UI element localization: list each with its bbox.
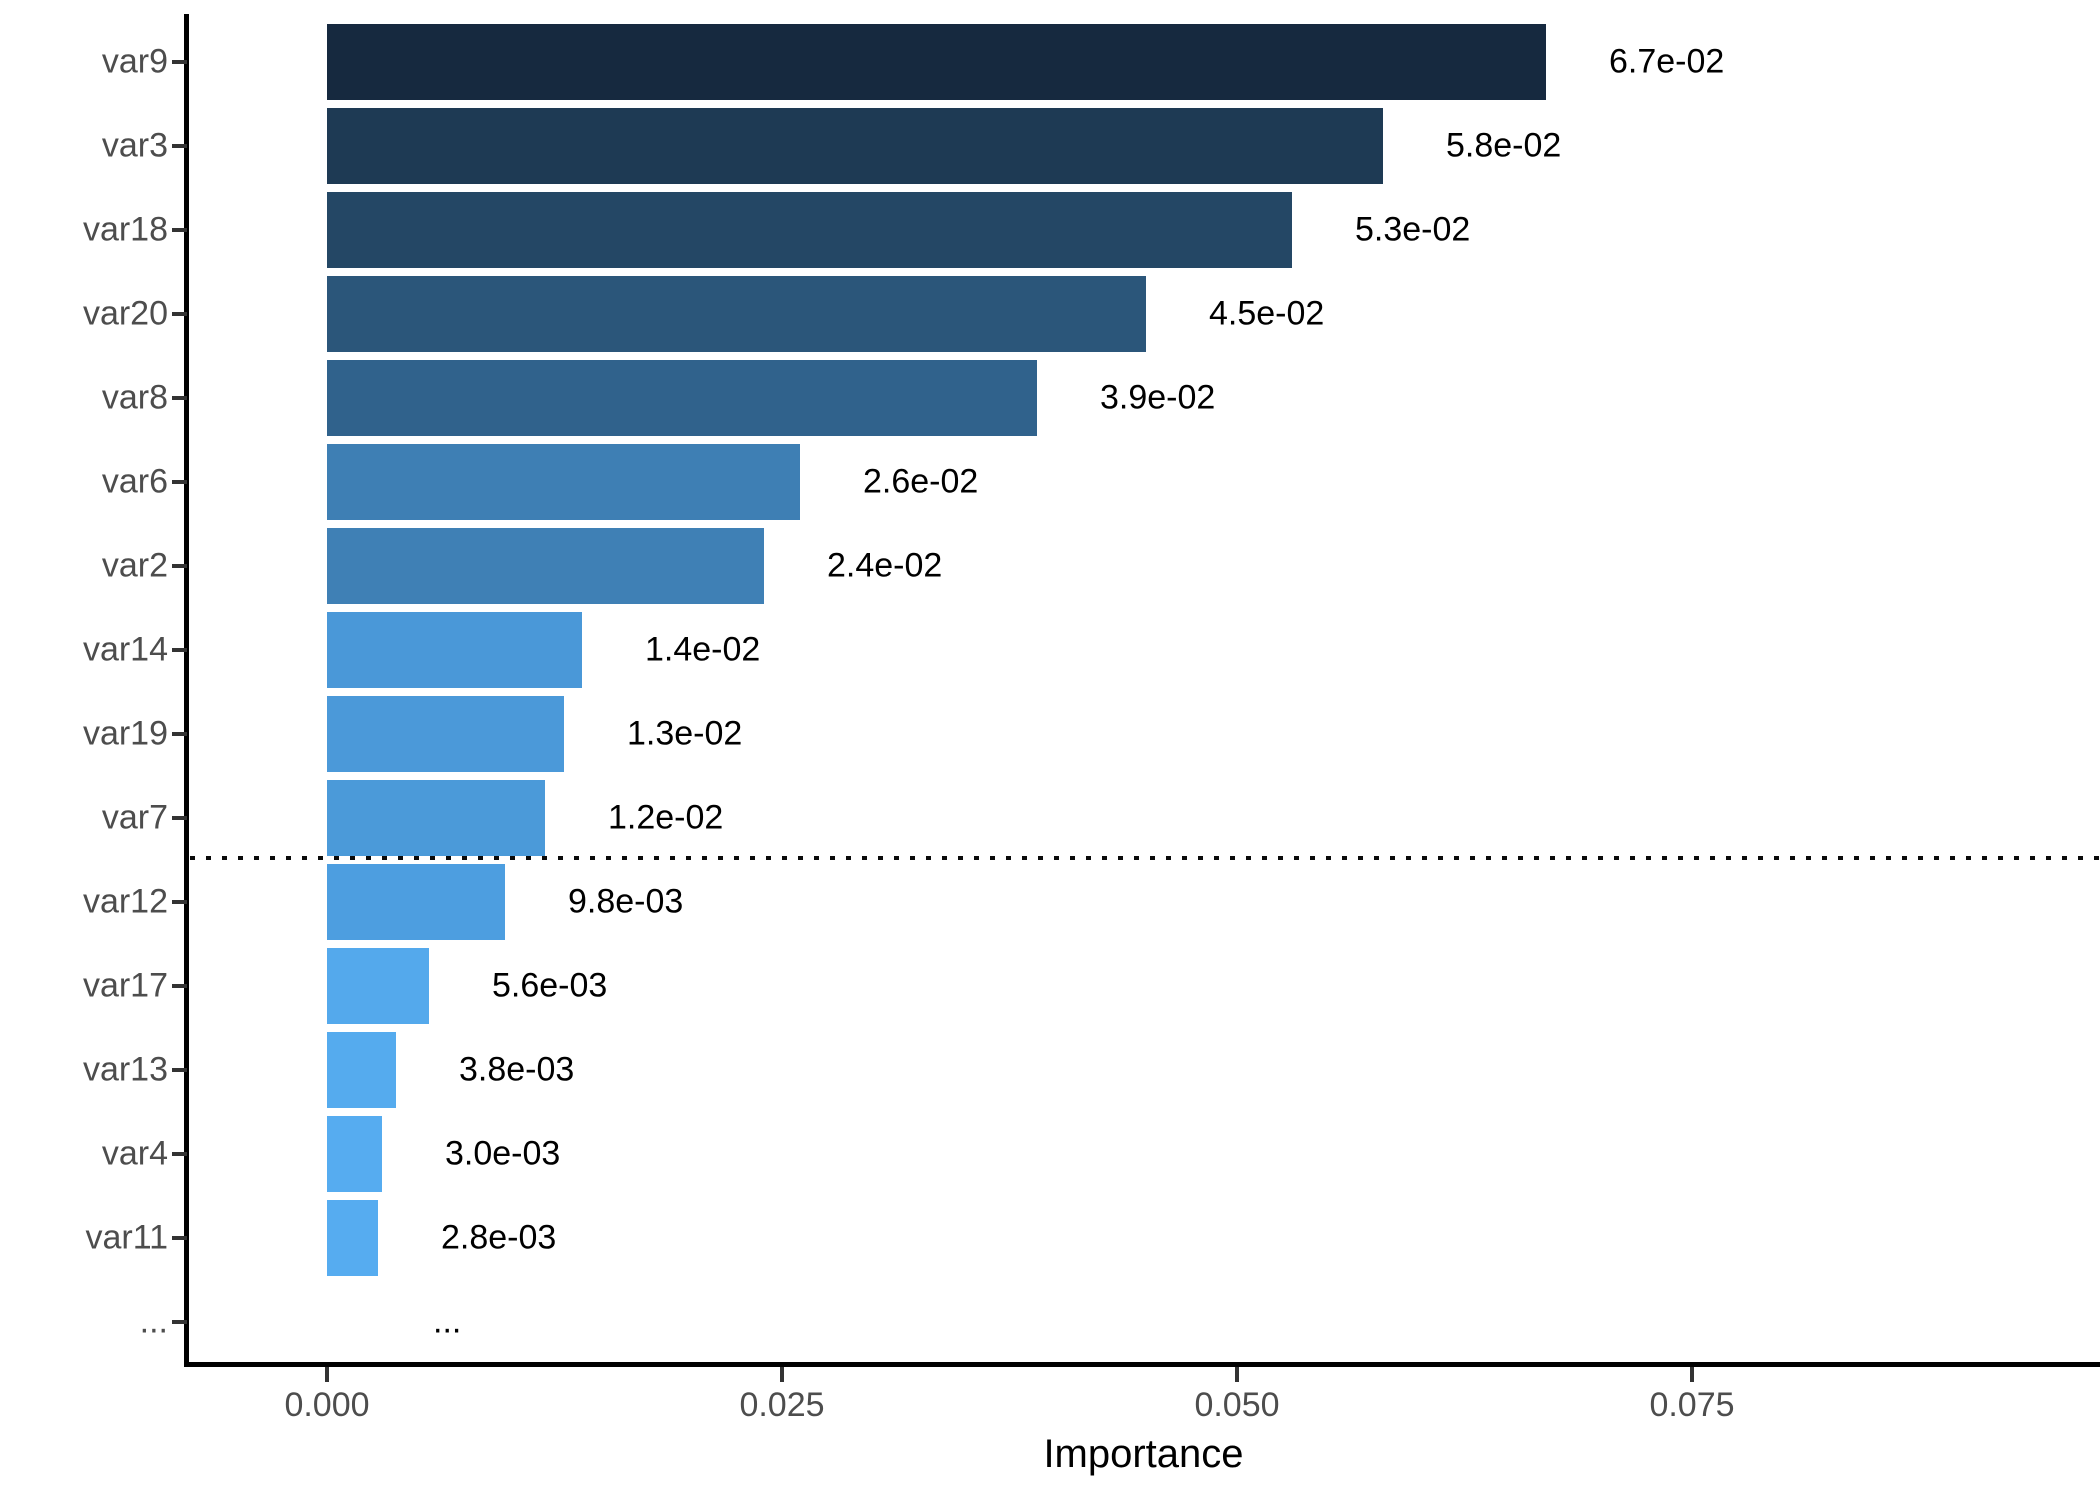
bar-var11: [327, 1200, 378, 1276]
importance-threshold-dotted-line: [190, 856, 2100, 860]
y-tick-var19: [172, 732, 187, 736]
bar-var13: [327, 1032, 396, 1108]
bar-var19: [327, 696, 564, 772]
bar-var9: [327, 24, 1546, 100]
y-axis-label-var20: var20: [82, 294, 168, 333]
x-tick-0.000: [325, 1367, 329, 1382]
y-axis-label-var7: var7: [101, 798, 168, 837]
bar-var4: [327, 1116, 382, 1192]
y-tick-var20: [172, 312, 187, 316]
y-tick-...: [172, 1320, 187, 1324]
y-axis-label-var18: var18: [82, 210, 168, 249]
x-tick-label-0.025: 0.025: [739, 1386, 825, 1424]
y-axis-line: [184, 14, 189, 1366]
y-axis-label-var13: var13: [82, 1050, 168, 1089]
bar-var3: [327, 108, 1383, 184]
value-label-var14: 1.4e-02: [645, 630, 761, 669]
y-tick-var6: [172, 480, 187, 484]
y-axis-label-var6: var6: [101, 462, 168, 501]
value-label-var4: 3.0e-03: [445, 1134, 561, 1173]
y-axis-label-var12: var12: [82, 882, 168, 921]
bar-var12: [327, 864, 505, 940]
y-tick-var7: [172, 816, 187, 820]
value-label-var20: 4.5e-02: [1209, 294, 1325, 333]
y-tick-var17: [172, 984, 187, 988]
x-tick-0.075: [1690, 1367, 1694, 1382]
bar-var7: [327, 780, 545, 856]
value-label-var17: 5.6e-03: [492, 966, 608, 1005]
x-tick-label-0.050: 0.050: [1194, 1386, 1280, 1424]
x-tick-label-0.000: 0.000: [284, 1386, 370, 1424]
bar-var2: [327, 528, 764, 604]
y-axis-label-...: ...: [139, 1302, 168, 1341]
value-label-var8: 3.9e-02: [1100, 378, 1216, 417]
value-label-var2: 2.4e-02: [827, 546, 943, 585]
bar-var20: [327, 276, 1146, 352]
y-axis-label-var2: var2: [101, 546, 168, 585]
bar-var14: [327, 612, 582, 688]
bar-var6: [327, 444, 800, 520]
y-tick-var8: [172, 396, 187, 400]
y-tick-var13: [172, 1068, 187, 1072]
y-tick-var12: [172, 900, 187, 904]
y-tick-var18: [172, 228, 187, 232]
bar-var8: [327, 360, 1037, 436]
bar-var18: [327, 192, 1292, 268]
y-tick-var11: [172, 1236, 187, 1240]
y-axis-label-var11: var11: [85, 1218, 168, 1257]
x-tick-label-0.075: 0.075: [1649, 1386, 1735, 1424]
value-label-...: ...: [433, 1302, 462, 1341]
value-label-var9: 6.7e-02: [1609, 42, 1725, 81]
x-tick-0.050: [1235, 1367, 1239, 1382]
value-label-var7: 1.2e-02: [608, 798, 724, 837]
x-axis-title: Importance: [1043, 1432, 1244, 1476]
y-axis-label-var8: var8: [101, 378, 168, 417]
y-tick-var9: [172, 60, 187, 64]
bar-var17: [327, 948, 429, 1024]
value-label-var13: 3.8e-03: [459, 1050, 575, 1089]
value-label-var6: 2.6e-02: [863, 462, 979, 501]
y-axis-label-var3: var3: [101, 126, 168, 165]
y-tick-var14: [172, 648, 187, 652]
value-label-var19: 1.3e-02: [627, 714, 743, 753]
value-label-var18: 5.3e-02: [1355, 210, 1471, 249]
y-axis-label-var17: var17: [82, 966, 168, 1005]
value-label-var11: 2.8e-03: [441, 1218, 557, 1257]
x-axis-line: [184, 1362, 2100, 1367]
value-label-var3: 5.8e-02: [1446, 126, 1562, 165]
y-tick-var2: [172, 564, 187, 568]
y-tick-var4: [172, 1152, 187, 1156]
y-axis-label-var4: var4: [101, 1134, 168, 1173]
x-tick-0.025: [780, 1367, 784, 1382]
y-axis-label-var19: var19: [82, 714, 168, 753]
value-label-var12: 9.8e-03: [568, 882, 684, 921]
y-axis-label-var14: var14: [82, 630, 168, 669]
y-axis-label-var9: var9: [101, 42, 168, 81]
y-tick-var3: [172, 144, 187, 148]
